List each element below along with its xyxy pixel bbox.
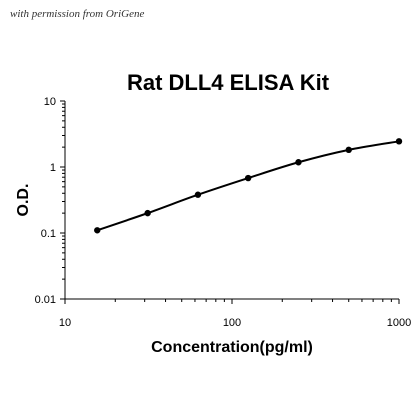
y-axis: 0.01 0.1 1 10 bbox=[35, 96, 66, 306]
data-point bbox=[194, 191, 202, 198]
data-point bbox=[295, 159, 302, 166]
chart-title: Rat DLL4 ELISA Kit bbox=[127, 70, 330, 95]
y-tick-label: 1 bbox=[50, 162, 56, 174]
y-tick-label: 0.01 bbox=[35, 294, 56, 306]
standard-curve-line bbox=[96, 140, 400, 232]
data-point bbox=[395, 138, 403, 145]
y-tick-label: 10 bbox=[44, 96, 56, 108]
permission-watermark: with permission from OriGene bbox=[10, 8, 145, 20]
data-point bbox=[244, 174, 252, 182]
x-tick-label: 100 bbox=[223, 317, 241, 329]
data-point bbox=[144, 209, 151, 217]
x-axis: 10 100 1000 bbox=[59, 298, 411, 329]
data-point bbox=[345, 146, 352, 154]
data-point bbox=[94, 227, 101, 234]
x-axis-label: Concentration(pg/ml) bbox=[151, 339, 313, 356]
marker-layer bbox=[94, 138, 403, 234]
y-axis-label: O.D. bbox=[15, 184, 32, 217]
y-tick-label: 0.1 bbox=[41, 228, 56, 240]
x-tick-label: 1000 bbox=[387, 317, 411, 329]
curve-layer bbox=[96, 140, 400, 232]
x-tick-label: 10 bbox=[59, 317, 71, 329]
